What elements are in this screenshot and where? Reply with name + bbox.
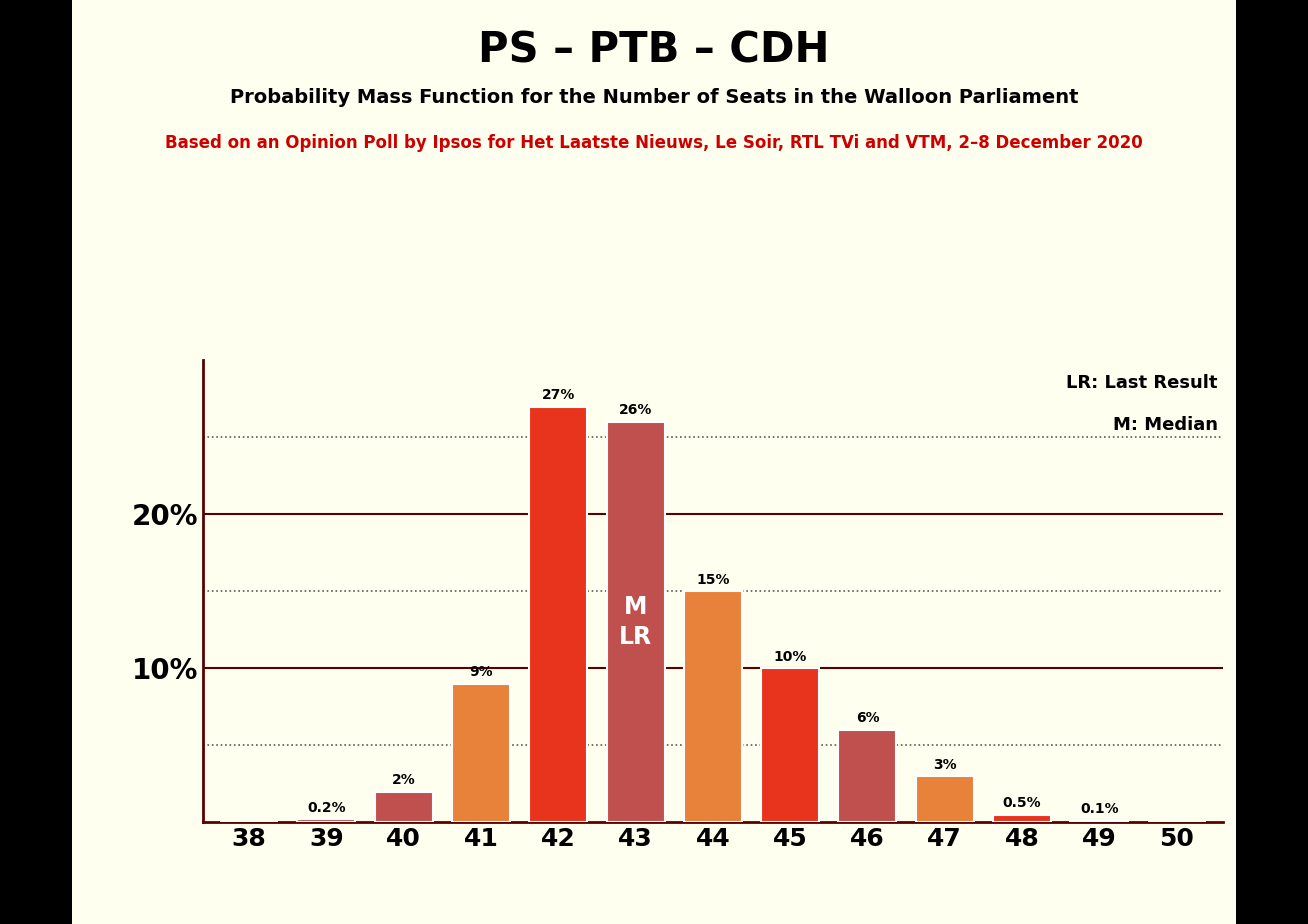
- Text: 26%: 26%: [619, 404, 653, 418]
- Bar: [374, 792, 433, 822]
- Text: PS – PTB – CDH: PS – PTB – CDH: [479, 30, 829, 72]
- Text: 2%: 2%: [392, 773, 416, 787]
- Text: 27%: 27%: [542, 388, 576, 402]
- Bar: [1070, 821, 1129, 822]
- Text: Probability Mass Function for the Number of Seats in the Walloon Parliament: Probability Mass Function for the Number…: [230, 88, 1078, 106]
- Text: 0.2%: 0.2%: [307, 801, 345, 815]
- Text: 0.1%: 0.1%: [1080, 802, 1118, 816]
- Text: © 2020 Filip van Laenen: © 2020 Filip van Laenen: [1294, 402, 1304, 522]
- Bar: [297, 820, 356, 822]
- Bar: [607, 422, 664, 822]
- Bar: [993, 815, 1052, 822]
- Text: M
LR: M LR: [619, 595, 653, 649]
- Text: 10%: 10%: [773, 650, 807, 663]
- Bar: [684, 591, 742, 822]
- Text: 6%: 6%: [855, 711, 879, 725]
- Text: 15%: 15%: [696, 573, 730, 587]
- Bar: [916, 776, 973, 822]
- Bar: [453, 684, 510, 822]
- Bar: [838, 730, 896, 822]
- Text: 9%: 9%: [470, 665, 493, 679]
- Text: M: Median: M: Median: [1113, 416, 1218, 433]
- Text: 3%: 3%: [933, 758, 956, 772]
- Text: LR: Last Result: LR: Last Result: [1066, 374, 1218, 392]
- Text: 0.5%: 0.5%: [1003, 796, 1041, 810]
- Bar: [761, 668, 819, 822]
- Bar: [530, 407, 587, 822]
- Text: Based on an Opinion Poll by Ipsos for Het Laatste Nieuws, Le Soir, RTL TVi and V: Based on an Opinion Poll by Ipsos for He…: [165, 134, 1143, 152]
